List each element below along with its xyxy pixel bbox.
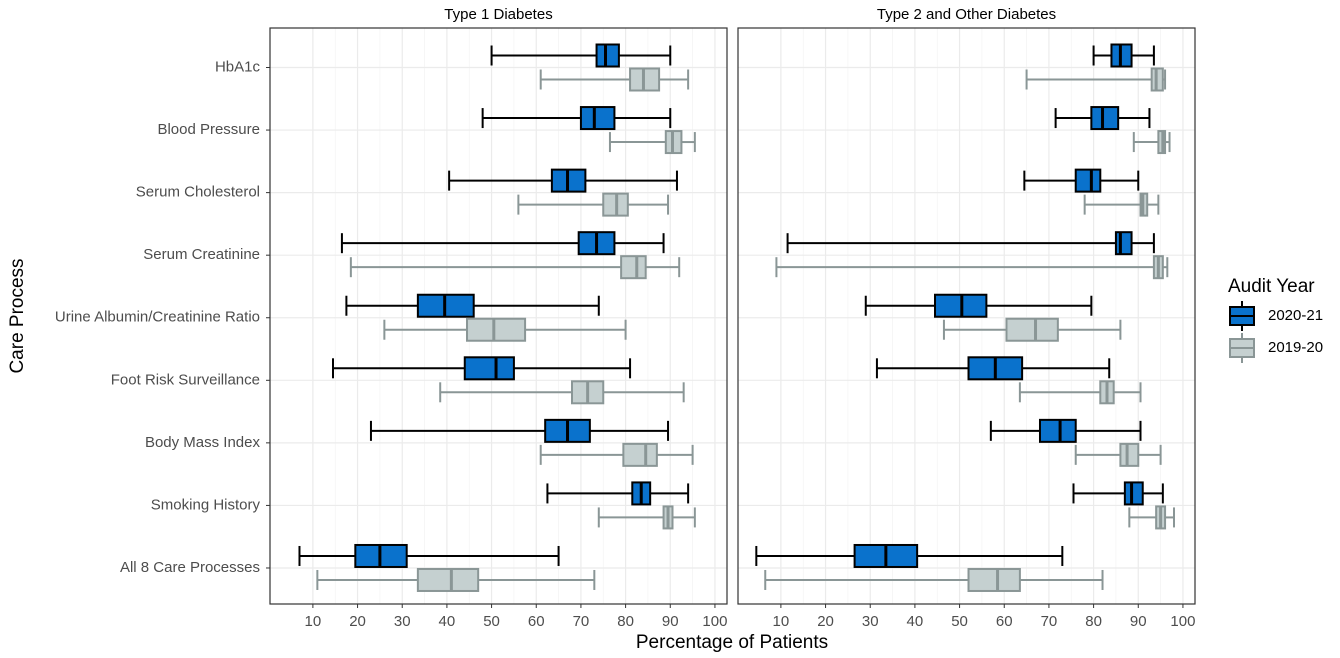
panel-background — [270, 28, 727, 604]
x-tick-label: 30 — [862, 613, 879, 630]
y-tick-label: All 8 Care Processes — [120, 559, 260, 576]
panel-border — [269, 27, 728, 605]
box — [1119, 442, 1140, 467]
x-tick-label: 10 — [773, 613, 790, 630]
box — [622, 442, 658, 467]
box — [620, 255, 647, 280]
x-tick-label: 90 — [662, 613, 679, 630]
y-tick-label: Blood Pressure — [157, 121, 260, 138]
box — [1005, 317, 1059, 342]
x-tick-label: 80 — [617, 613, 634, 630]
x-tick-label: 70 — [573, 613, 590, 630]
box — [1114, 231, 1133, 256]
box — [967, 567, 1021, 592]
x-tick-label: 80 — [1085, 613, 1102, 630]
legend-label: 2019-20 — [1268, 339, 1323, 356]
x-tick-label: 40 — [907, 613, 924, 630]
legend-title: Audit Year — [1228, 276, 1315, 297]
x-tick-label: 20 — [349, 613, 366, 630]
y-tick-label: Body Mass Index — [145, 434, 261, 451]
box — [1038, 418, 1077, 443]
box — [463, 356, 515, 381]
x-tick-label: 60 — [528, 613, 545, 630]
x-tick-label: 100 — [1170, 613, 1195, 630]
x-tick-label: 70 — [1041, 613, 1058, 630]
y-tick-label: Serum Cholesterol — [136, 184, 260, 201]
panel-title: Type 1 Diabetes — [444, 6, 552, 23]
x-tick-label: 100 — [702, 613, 727, 630]
x-tick-label: 90 — [1130, 613, 1147, 630]
y-axis-title: Care Process — [7, 258, 28, 373]
box — [1074, 168, 1102, 193]
x-tick-label: 30 — [394, 613, 411, 630]
x-tick-label: 50 — [951, 613, 968, 630]
y-tick-label: Serum Creatinine — [143, 246, 260, 263]
box — [595, 43, 620, 68]
box — [1090, 106, 1120, 131]
box — [416, 567, 480, 592]
panel-title: Type 2 and Other Diabetes — [877, 6, 1056, 23]
x-tick-label: 40 — [439, 613, 456, 630]
x-axis-title: Percentage of Patients — [636, 632, 828, 653]
box — [1123, 481, 1144, 506]
x-tick-label: 50 — [483, 613, 500, 630]
box — [579, 106, 616, 131]
x-tick-label: 20 — [817, 613, 834, 630]
y-tick-label: Smoking History — [151, 496, 261, 513]
panel-border — [737, 27, 1196, 605]
legend-label: 2020-21 — [1268, 307, 1323, 324]
y-tick-label: HbA1c — [215, 58, 261, 75]
y-tick-label: Urine Albumin/Creatinine Ratio — [55, 309, 260, 326]
y-tick-label: Foot Risk Surveillance — [111, 371, 260, 388]
box — [466, 317, 527, 342]
x-tick-label: 60 — [996, 613, 1013, 630]
x-tick-label: 10 — [305, 613, 322, 630]
